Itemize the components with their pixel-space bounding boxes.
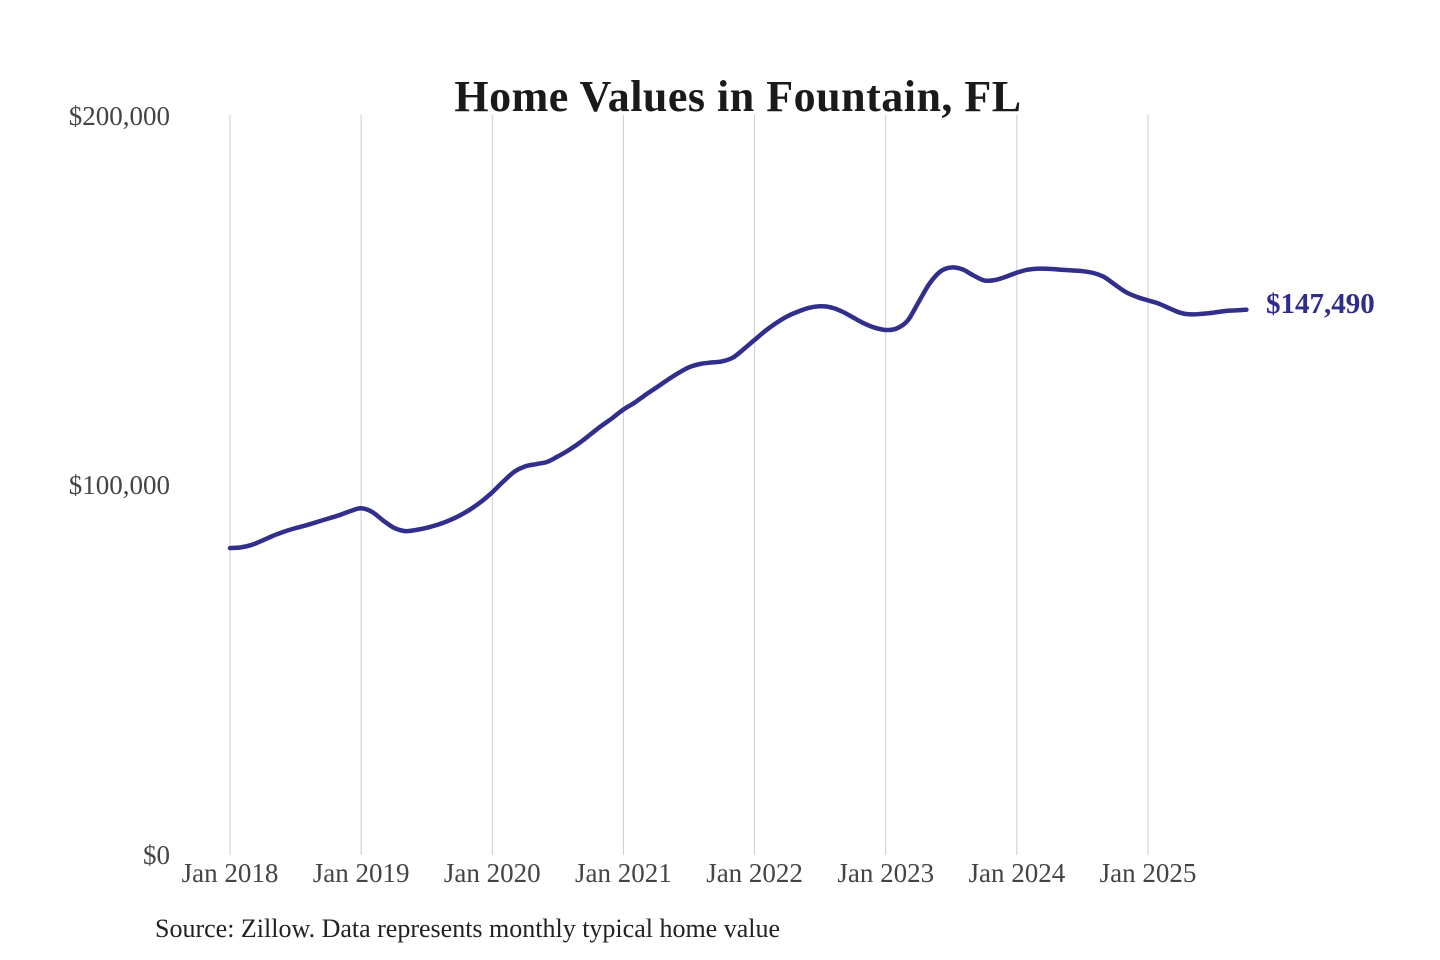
y-tick-label: $100,000 [68,470,170,501]
x-tick-label: Jan 2019 [312,858,410,888]
y-tick-label: $0 [143,840,170,870]
chart-title: Home Values in Fountain, FL [454,72,1022,122]
y-tick-label: $200,000 [68,100,170,131]
x-tick-label: Jan 2020 [443,858,541,888]
x-tick-label: Jan 2018 [181,858,279,888]
source-note: Source: Zillow. Data represents monthly … [155,914,781,943]
x-tick-label: Jan 2025 [1099,858,1197,888]
x-tick-label: Jan 2024 [968,858,1066,888]
year-gridlines [229,115,1149,855]
home-value-line [227,265,1249,551]
x-tick-label: Jan 2023 [837,858,935,888]
x-tick-label: Jan 2022 [706,858,803,888]
x-tick-label: Jan 2021 [575,858,672,888]
latest-value-label: $147,490 [1266,288,1375,320]
